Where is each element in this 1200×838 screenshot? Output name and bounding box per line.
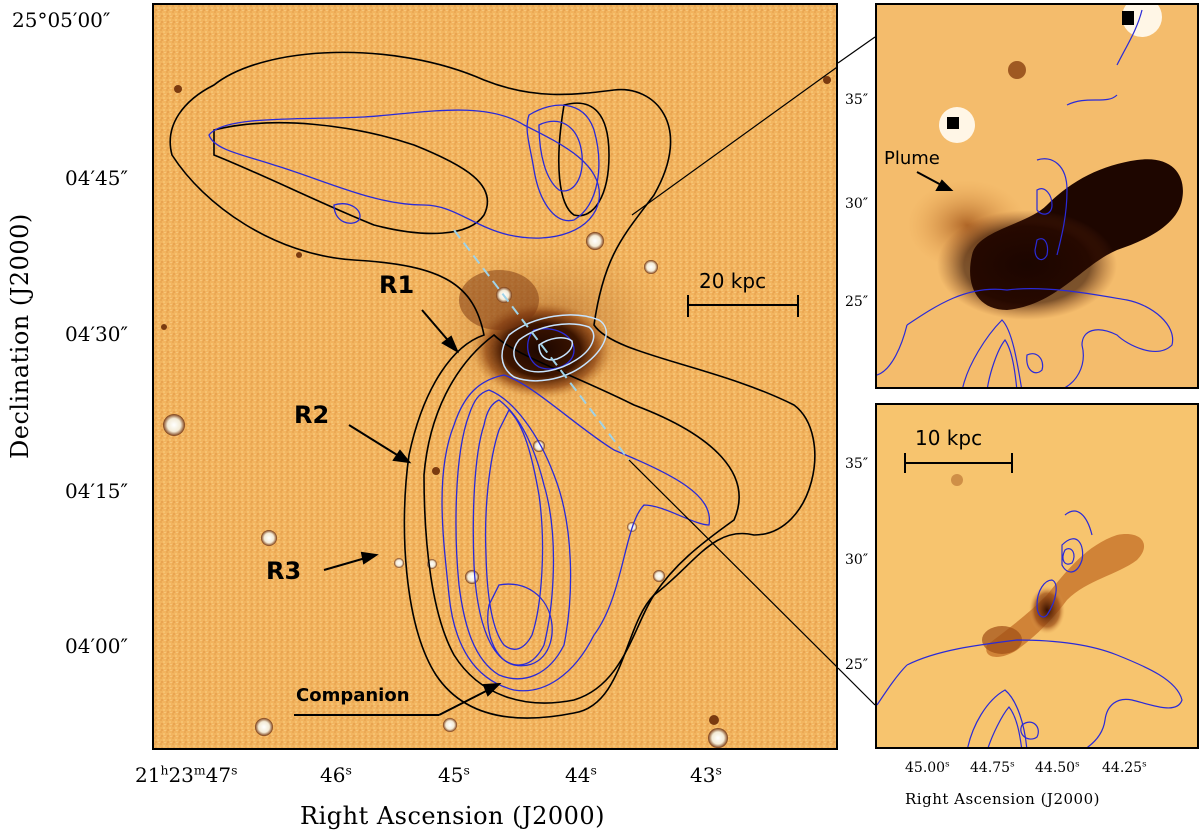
x-tick-4: 43s [690,762,722,787]
bot-x-tick-1: 44.75s [970,759,1015,776]
scale-bar-10kpc-label: 10 kpc [915,426,983,450]
top-y-tick-2: 25″ [845,294,869,310]
y-axis-title: Declination (J2000) [6,213,34,459]
bot-x-tick-0: 45.00s [905,759,950,776]
bot-y-tick-1: 30″ [845,552,869,568]
top-y-tick-0: 35″ [845,92,869,108]
black-radio-contours [169,51,816,719]
x-tick-2: 45s [438,762,470,787]
top-inset-svg [877,5,1197,387]
label-plume: Plume [884,148,940,169]
label-r3: R3 [266,557,302,585]
y-tick-4: 04′00″ [65,634,128,658]
bottom-inset-panel: 10 kpc [875,403,1199,749]
scale-bar-20kpc [687,295,799,317]
label-r2: R2 [294,401,330,429]
nucleus [1029,586,1065,634]
main-image-svg [154,5,836,748]
top-inset-panel: Plume [875,3,1199,389]
blue-radio-contours [208,104,710,692]
scale-bar-label: 20 kpc [699,269,767,293]
main-image-panel: R1 R2 R3 Companion 20 kpc [152,3,838,750]
dashed-jet-axis [453,229,630,461]
bot-y-tick-2: 25″ [845,657,869,673]
x-tick-0: 21h23m47s [135,762,238,787]
top-y-tick-1: 30″ [845,196,869,212]
top-inset-blue-contours [877,9,1174,387]
bottom-inset-svg [877,405,1197,747]
jet-emission [986,534,1145,657]
bot-y-tick-0: 35″ [845,456,869,472]
inset-x-axis-title: Right Ascension (J2000) [905,790,1100,808]
panel-connectors [838,36,876,706]
annotation-arrows [294,309,502,716]
bot-x-tick-3: 44.25s [1102,759,1147,776]
y-tick-2: 04′30″ [65,322,128,346]
x-tick-1: 46s [320,762,352,787]
label-r1: R1 [379,271,415,299]
bot-x-tick-2: 44.50s [1035,759,1080,776]
zoom-connector-bottom [628,459,836,667]
zoom-connector-top [631,67,836,216]
white-core-contours [501,314,607,382]
y-tick-1: 04′45″ [65,166,128,190]
plume-arrow [916,171,954,191]
bottom-inset-blue-contours [877,510,1183,747]
scale-bar-10kpc [904,453,1013,473]
y-tick-0: 25°05′00″ [12,8,111,32]
x-axis-title: Right Ascension (J2000) [300,802,606,830]
x-tick-3: 44s [565,762,597,787]
y-tick-3: 04′15″ [65,479,128,503]
label-companion: Companion [296,685,410,706]
